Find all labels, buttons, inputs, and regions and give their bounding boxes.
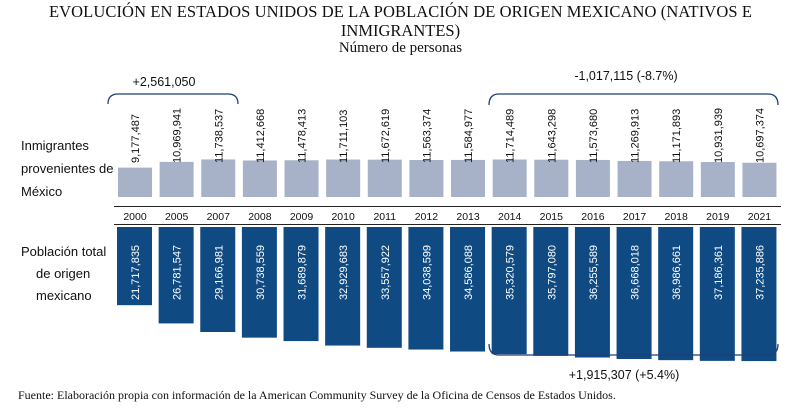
bracket-immigrants-decline [488, 93, 779, 106]
year-tick-label: 2000 [123, 211, 147, 223]
immigrants-bar [367, 159, 402, 197]
immigrants-value-label: 11,478,413 [297, 109, 309, 163]
year-tick-label: 2017 [623, 211, 647, 223]
total-bar [158, 227, 194, 324]
total-bar [241, 227, 277, 338]
total-value-label: 32,929,683 [338, 245, 350, 300]
immigrants-label-3: México [21, 184, 63, 199]
immigrants-value-label: 11,573,680 [588, 109, 600, 163]
immigrants-bar [700, 162, 735, 197]
immigrants-bar [118, 167, 152, 197]
source-note: Fuente: Elaboración propia con informaci… [18, 388, 616, 402]
total-value-label: 37,186,361 [713, 245, 725, 300]
total-value-label: 36,255,589 [588, 245, 600, 300]
year-tick-label: 2018 [665, 211, 689, 223]
immigrants-value-label: 11,738,537 [213, 109, 225, 163]
total-bar [533, 227, 569, 356]
immigrants-value-label: 10,969,941 [172, 108, 184, 163]
immigrants-bar [284, 160, 319, 197]
immigrants-bar [451, 159, 486, 197]
year-tick-label: 2005 [165, 211, 189, 223]
total-value-label: 34,038,599 [421, 245, 433, 300]
immigrants-bar [242, 160, 277, 197]
immigrants-label-2: provenientes de [21, 161, 114, 176]
total-bar [366, 227, 402, 348]
total-value-label: 34,586,088 [463, 245, 475, 300]
total-label-2: de origen [36, 266, 91, 281]
annotation-total-growth: +1,915,307 (+5.4%) [569, 368, 680, 382]
immigrants-value-label: 10,697,374 [754, 108, 766, 163]
total-value-label: 35,797,080 [546, 245, 558, 300]
immigrants-value-label: 10,931,939 [713, 108, 725, 163]
immigrants-value-label: 11,711,103 [338, 110, 350, 163]
total-bar [699, 227, 735, 361]
total-value-label: 29,166,981 [213, 245, 225, 300]
immigrants-value-label: 11,412,668 [255, 109, 267, 163]
total-bar [283, 227, 319, 342]
total-value-label: 35,320,579 [505, 245, 517, 300]
bracket-total-growth [488, 343, 779, 356]
immigrants-value-label: 11,584,977 [463, 109, 475, 163]
total-bar [408, 227, 444, 350]
total-bar [616, 227, 652, 360]
immigrants-bar [617, 160, 652, 197]
chart-title: EVOLUCIÓN EN ESTADOS UNIDOS DE LA POBLAC… [48, 2, 753, 21]
immigrants-bar [201, 159, 236, 197]
total-value-label: 30,738,559 [255, 245, 267, 300]
total-value-label: 37,235,886 [754, 245, 766, 300]
year-tick-label: 2014 [498, 211, 522, 223]
year-tick-label: 2010 [331, 211, 355, 223]
total-bar [741, 227, 777, 362]
year-tick-label: 2011 [373, 211, 396, 223]
immigrants-bar [575, 159, 610, 197]
year-tick-label: 2019 [706, 211, 730, 223]
immigrants-bar [326, 159, 361, 197]
total-bar [574, 227, 610, 358]
immigrants-value-label: 11,672,619 [380, 109, 392, 163]
total-bar [200, 227, 236, 333]
chart-subtitle: Número de personas [338, 40, 463, 56]
total-label-1: Población total [21, 244, 107, 259]
total-value-label: 26,781,547 [172, 245, 184, 300]
immigrants-bar [742, 162, 777, 197]
year-tick-label: 2007 [207, 211, 231, 223]
immigrants-bar [534, 159, 569, 197]
total-bar [491, 227, 527, 355]
year-tick-label: 2021 [748, 211, 772, 223]
immigrants-value-label: 9,177,487 [130, 114, 142, 163]
immigrants-label-1: Inmigrantes [21, 138, 89, 153]
immigrants-bar [492, 159, 527, 197]
year-tick-label: 2009 [290, 211, 314, 223]
total-label-3: mexicano [36, 288, 92, 303]
immigrants-value-label: 11,714,489 [505, 109, 517, 163]
total-value-label: 33,557,922 [380, 245, 392, 300]
total-bar [658, 227, 694, 361]
total-bar [325, 227, 361, 346]
year-tick-label: 2015 [540, 211, 564, 223]
immigrants-value-label: 11,171,893 [671, 109, 683, 163]
total-value-label: 36,986,661 [671, 245, 683, 300]
immigrants-value-label: 11,269,913 [630, 109, 642, 163]
chart-title-line2: INMIGRANTES) [340, 21, 461, 40]
bracket-immigrants-growth [107, 93, 239, 105]
annotation-immigrants-decline: -1,017,115 (-8.7%) [574, 69, 677, 83]
immigrants-bar [409, 159, 444, 197]
immigrants-value-label: 11,563,374 [421, 109, 433, 163]
year-tick-label: 2008 [248, 211, 272, 223]
total-bar [450, 227, 486, 352]
year-tick-label: 2016 [581, 211, 605, 223]
year-tick-label: 2012 [415, 211, 439, 223]
annotation-immigrants-growth: +2,561,050 [133, 75, 196, 89]
immigrants-bar [659, 161, 694, 197]
total-bar [117, 227, 152, 306]
immigrants-bar [159, 161, 194, 197]
total-value-label: 36,668,018 [630, 245, 642, 300]
year-tick-label: 2013 [456, 211, 480, 223]
total-value-label: 21,717,835 [130, 245, 142, 300]
total-value-label: 31,689,879 [297, 245, 309, 300]
immigrants-value-label: 11,643,298 [546, 109, 558, 163]
